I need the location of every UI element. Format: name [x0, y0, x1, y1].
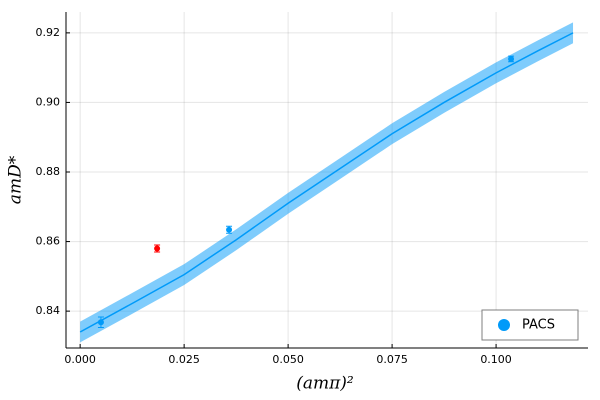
- y-tick-label: 0.90: [36, 95, 61, 108]
- y-tick-label: 0.92: [36, 26, 61, 39]
- legend-marker: [498, 319, 510, 331]
- data-point: [508, 55, 515, 62]
- x-tick-label: 0.000: [64, 353, 96, 366]
- x-tick-label: 0.075: [376, 353, 408, 366]
- x-tick-label: 0.025: [168, 353, 200, 366]
- data-point: [97, 319, 104, 326]
- y-tick-label: 0.84: [36, 304, 61, 317]
- fit-line: [79, 32, 574, 333]
- x-axis-label: (amπ)²: [296, 374, 354, 394]
- data-point: [226, 226, 233, 233]
- y-tick-label: 0.86: [36, 235, 61, 248]
- y-axis-label: amD*: [6, 155, 26, 204]
- legend-label: PACS: [522, 318, 555, 333]
- x-tick-label: 0.050: [272, 353, 304, 366]
- y-tick-label: 0.88: [36, 165, 61, 178]
- x-tick-label: 0.100: [480, 353, 512, 366]
- data-point: [154, 245, 161, 252]
